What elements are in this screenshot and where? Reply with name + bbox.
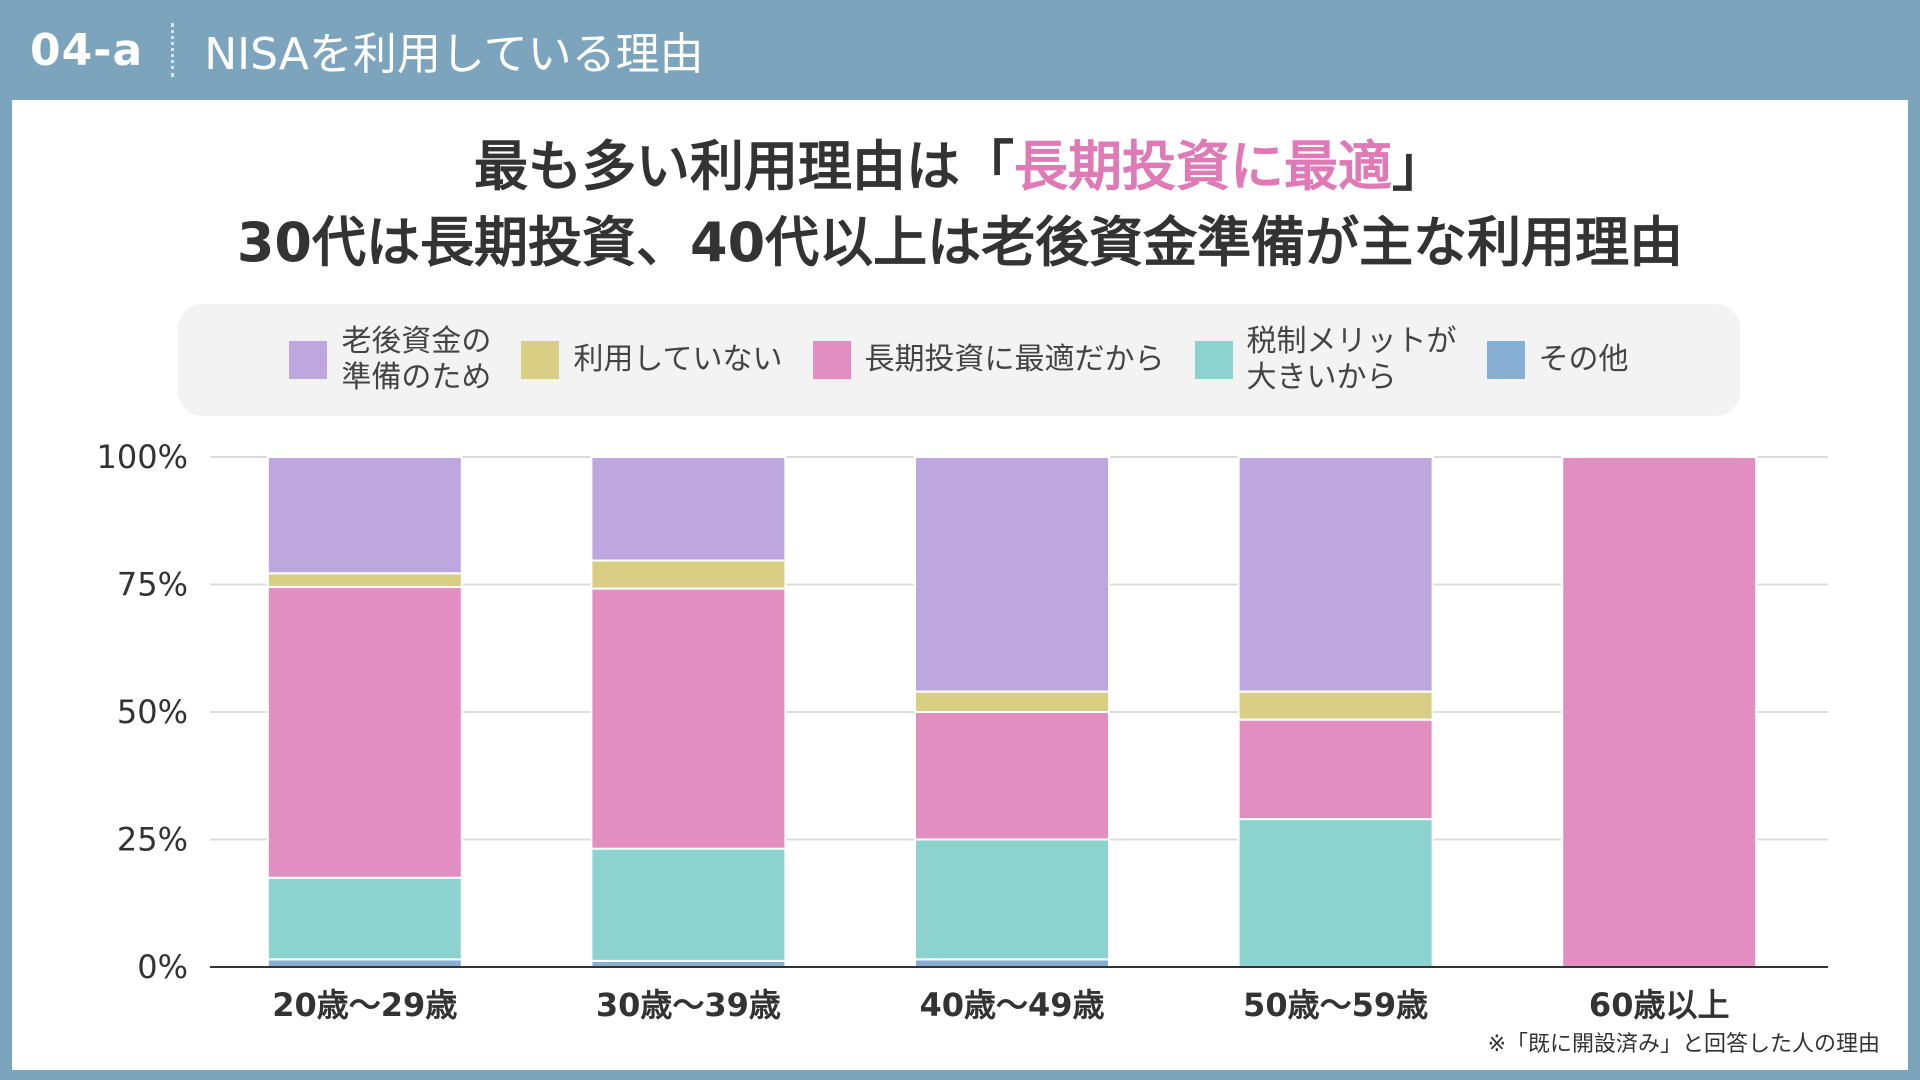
bar-segment-retirement <box>914 456 1110 693</box>
footnote: ※「既に開設済み」と回答した人の理由 <box>1487 1032 1880 1057</box>
bar-segment-retirement <box>266 456 463 575</box>
y-tick-label: 25% <box>117 821 188 859</box>
legend-item-long-term: 長期投資に最適だから <box>812 341 1165 379</box>
legend-swatch <box>1486 341 1525 379</box>
bar-segment-tax-benefit <box>914 838 1110 961</box>
y-tick-label: 75% <box>117 566 188 604</box>
legend-swatch <box>289 341 328 379</box>
bar-segment-not-using <box>1237 690 1434 721</box>
content-panel: 最も多い利用理由は「長期投資に最適」 30代は長期投資、40代以上は老後資金準備… <box>12 100 1908 1070</box>
legend-item-retirement: 老後資金の 準備のため <box>289 324 491 396</box>
legend-item-tax-benefit: 税制メリットが 大きいから <box>1194 324 1457 396</box>
x-tick-label: 50歳〜59歳 <box>1243 986 1428 1024</box>
bar-segment-retirement <box>590 456 787 562</box>
headline-line-2: 30代は長期投資、40代以上は老後資金準備が主な利用理由 <box>236 211 1684 274</box>
legend-label: 老後資金の 準備のため <box>341 324 492 395</box>
legend-item-not-using: 利用していない <box>521 341 783 379</box>
headline-line-1: 最も多い利用理由は「長期投資に最適」 <box>12 140 1908 194</box>
legend-label: 長期投資に最適だから <box>864 342 1165 377</box>
legend-item-other: その他 <box>1486 341 1629 379</box>
stacked-bar-chart: 0% 25% 50% 75% 100% 20歳〜29歳 30歳〜39歳 40歳〜49歳 50歳〜… <box>97 438 1828 1024</box>
legend-swatch <box>812 341 851 379</box>
bar-segment-long-term <box>266 586 463 879</box>
bar-segment-not-using <box>590 559 787 590</box>
headline-suffix: 」 <box>1392 135 1446 198</box>
bar-segment-not-using <box>914 690 1110 713</box>
bar-segment-long-term <box>590 587 787 850</box>
header-bar: 04-a NISAを利用している理由 <box>0 0 1920 100</box>
y-tick-label: 100% <box>97 438 188 476</box>
headline-accent: 長期投資に最適 <box>1014 135 1392 198</box>
legend-swatch <box>521 341 560 379</box>
legend-label: 税制メリットが 大きいから <box>1246 324 1457 395</box>
bar-segment-long-term <box>1237 718 1434 821</box>
slide-number: 04-a <box>30 24 144 76</box>
bar-segment-other <box>914 958 1110 968</box>
y-tick-label: 0% <box>137 948 188 986</box>
bar-segment-long-term <box>1561 456 1758 968</box>
x-tick-label: 60歳以上 <box>1589 986 1730 1024</box>
legend-label: その他 <box>1538 342 1629 377</box>
bar-segment-long-term <box>914 711 1110 841</box>
header-divider <box>171 23 175 77</box>
bar-segment-tax-benefit <box>1237 818 1434 968</box>
x-tick-label: 30歳〜39歳 <box>596 986 781 1024</box>
chart-legend: 老後資金の 準備のため 利用していない 長期投資に最適だから 税制メリットが 大きいか… <box>178 304 1740 416</box>
headline-prefix: 最も多い利用理由は「 <box>474 135 1014 198</box>
bar-segment-tax-benefit <box>590 847 787 962</box>
bar-segment-tax-benefit <box>266 876 463 961</box>
bar-segment-retirement <box>1237 456 1434 693</box>
legend-swatch <box>1194 341 1233 379</box>
x-tick-label: 40歳〜49歳 <box>919 986 1104 1024</box>
legend-label: 利用していない <box>573 342 783 377</box>
bar-segment-other <box>266 958 463 968</box>
y-tick-label: 50% <box>117 693 188 731</box>
page-title: NISAを利用している理由 <box>204 29 704 80</box>
bar-segment-not-using <box>266 572 463 589</box>
x-tick-label: 20歳〜29歳 <box>272 986 457 1024</box>
